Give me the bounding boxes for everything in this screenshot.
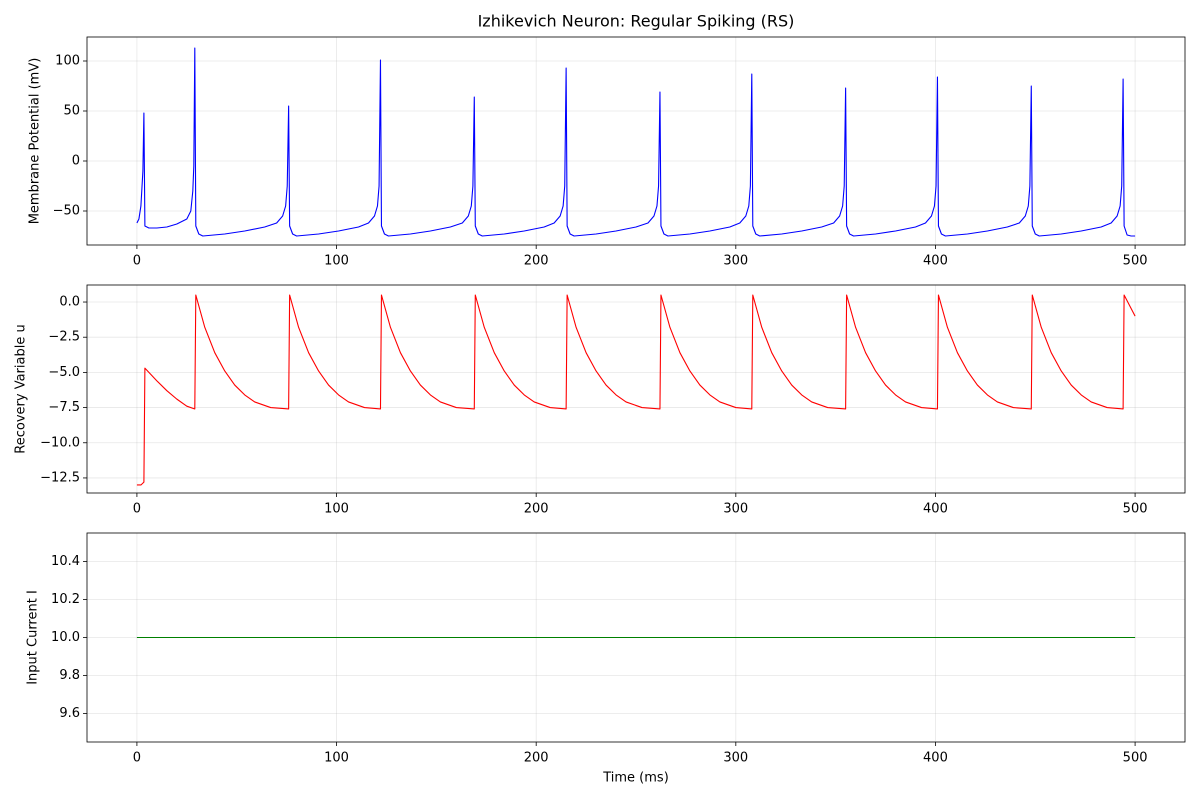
x-tick-label: 100 — [324, 751, 349, 766]
x-tick-label: 100 — [324, 502, 349, 517]
x-tick-label: 400 — [923, 751, 948, 766]
x-tick-label: 200 — [524, 751, 549, 766]
x-tick-label: 500 — [1123, 502, 1148, 517]
x-tick-label: 400 — [923, 254, 948, 269]
axes-frame — [86, 36, 1186, 246]
y-tick-label: −2.5 — [48, 330, 80, 345]
y-tick-label: 0.0 — [59, 295, 80, 310]
y-tick-label: 10.2 — [51, 592, 80, 607]
x-tick-label: 0 — [133, 502, 141, 517]
x-tick-label: 300 — [723, 502, 748, 517]
x-tick-label: 0 — [133, 254, 141, 269]
y-tick-label: 10.0 — [51, 630, 80, 645]
y-axis-label: Membrane Potential (mV) — [28, 58, 43, 225]
x-tick-label: 500 — [1123, 254, 1148, 269]
x-tick-label: 400 — [923, 502, 948, 517]
x-tick-label: 200 — [524, 254, 549, 269]
axes-frame — [86, 284, 1186, 494]
y-axis-label: Input Current I — [26, 590, 41, 685]
y-tick-label: 100 — [55, 54, 80, 69]
y-tick-label: −5.0 — [48, 365, 80, 380]
y-tick-label: 9.8 — [59, 668, 80, 683]
x-tick-label: 300 — [723, 254, 748, 269]
y-tick-label: −10.0 — [40, 435, 80, 450]
x-tick-label: 500 — [1123, 751, 1148, 766]
data-line — [136, 47, 1136, 237]
x-tick-label: 0 — [133, 751, 141, 766]
y-tick-label: 9.6 — [59, 706, 80, 721]
y-tick-label: 10.4 — [51, 554, 80, 569]
x-tick-label: 100 — [324, 254, 349, 269]
y-tick-label: 0 — [72, 154, 80, 169]
y-axis-label: Recovery Variable u — [14, 324, 29, 453]
y-tick-label: 50 — [63, 104, 80, 119]
axes-frame — [86, 532, 1186, 743]
x-tick-label: 300 — [723, 751, 748, 766]
x-axis-label: Time (ms) — [602, 771, 669, 786]
x-tick-label: 200 — [524, 502, 549, 517]
y-tick-label: −12.5 — [40, 470, 80, 485]
y-tick-label: −50 — [53, 204, 80, 219]
chart-title: Izhikevich Neuron: Regular Spiking (RS) — [478, 12, 795, 31]
y-tick-label: −7.5 — [48, 400, 80, 415]
data-line — [136, 294, 1136, 486]
